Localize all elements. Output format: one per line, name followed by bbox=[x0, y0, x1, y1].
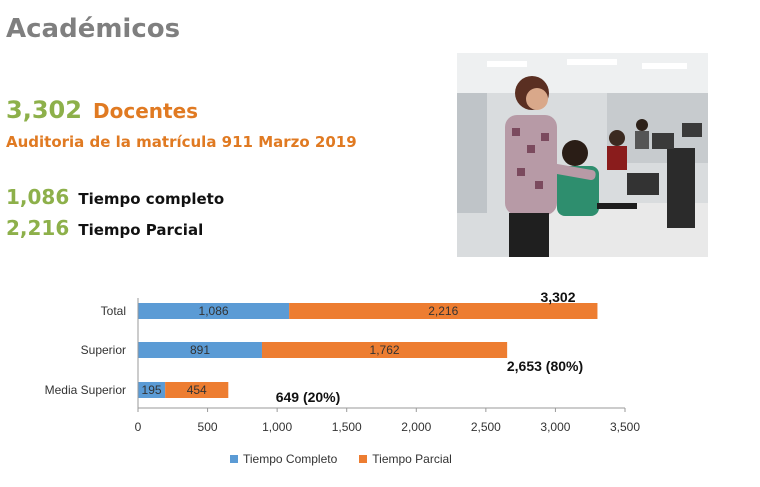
bar-tiempo-parcial-total bbox=[289, 303, 598, 319]
bar-chart: Total 1,086 2,216 Superior 891 1,762 Media Sup… bbox=[45, 289, 641, 434]
docentes-total: 3,302 Docentes bbox=[6, 96, 198, 124]
x-tick-label: 1,000 bbox=[262, 420, 292, 434]
x-tick-label: 3,500 bbox=[610, 420, 640, 434]
x-tick-label: 2,500 bbox=[471, 420, 501, 434]
data-label-tiempo-completo-superior: 891 bbox=[190, 343, 210, 357]
category-label-media-superior: Media Superior bbox=[45, 383, 126, 397]
legend-swatch bbox=[230, 455, 238, 463]
legend-swatch bbox=[359, 455, 368, 463]
x-tick-label: 2,000 bbox=[401, 420, 431, 434]
stat-tiempo-completo: 1,086 Tiempo completo bbox=[6, 185, 224, 209]
data-label-tiempo-parcial-media-superior: 454 bbox=[187, 383, 207, 397]
bar-tiempo-completo-superior bbox=[138, 342, 262, 358]
bar-tiempo-completo-media-superior bbox=[138, 382, 166, 398]
audit-subtitle: Auditoria de la matrícula 911 Marzo 2019 bbox=[6, 133, 357, 151]
stat-tiempo-parcial: 2,216 Tiempo Parcial bbox=[6, 216, 203, 240]
annotation-1: 2,653 (80%) bbox=[507, 358, 583, 374]
docentes-total-value: 3,302 bbox=[6, 96, 82, 124]
stat-label: Tiempo completo bbox=[78, 190, 225, 208]
stat-label: Tiempo Parcial bbox=[78, 221, 204, 239]
classroom-photo bbox=[457, 53, 708, 257]
stat-value: 1,086 bbox=[6, 185, 70, 209]
x-tick-label: 1,500 bbox=[332, 420, 362, 434]
page-title: Académicos bbox=[6, 14, 181, 44]
bar-tiempo-parcial-superior bbox=[261, 342, 508, 358]
legend-label: Tiempo Completo bbox=[243, 452, 338, 466]
legend-item-completo: Tiempo Completo bbox=[230, 452, 337, 466]
annotation-2: 649 (20%) bbox=[276, 389, 341, 405]
data-label-tiempo-completo-total: 1,086 bbox=[199, 304, 229, 318]
bar-tiempo-parcial-media-superior bbox=[165, 382, 229, 398]
chart-legend: Tiempo Completo Tiempo Parcial bbox=[230, 452, 452, 466]
legend-label: Tiempo Parcial bbox=[372, 452, 452, 466]
legend-item-parcial: Tiempo Parcial bbox=[359, 452, 452, 466]
x-tick-label: 500 bbox=[198, 420, 218, 434]
x-tick-label: 3,000 bbox=[540, 420, 570, 434]
classroom-photo-illustration bbox=[457, 53, 708, 257]
docentes-total-label: Docentes bbox=[93, 99, 199, 123]
data-label-tiempo-parcial-superior: 1,762 bbox=[370, 343, 400, 357]
x-tick-label: 0 bbox=[135, 420, 142, 434]
category-label-superior: Superior bbox=[81, 343, 126, 357]
category-label-total: Total bbox=[101, 304, 126, 318]
stat-value: 2,216 bbox=[6, 216, 70, 240]
bar-tiempo-completo-total bbox=[138, 303, 290, 319]
data-label-tiempo-completo-media-superior: 195 bbox=[142, 383, 162, 397]
annotation-0: 3,302 bbox=[540, 289, 575, 305]
data-label-tiempo-parcial-total: 2,216 bbox=[428, 304, 458, 318]
